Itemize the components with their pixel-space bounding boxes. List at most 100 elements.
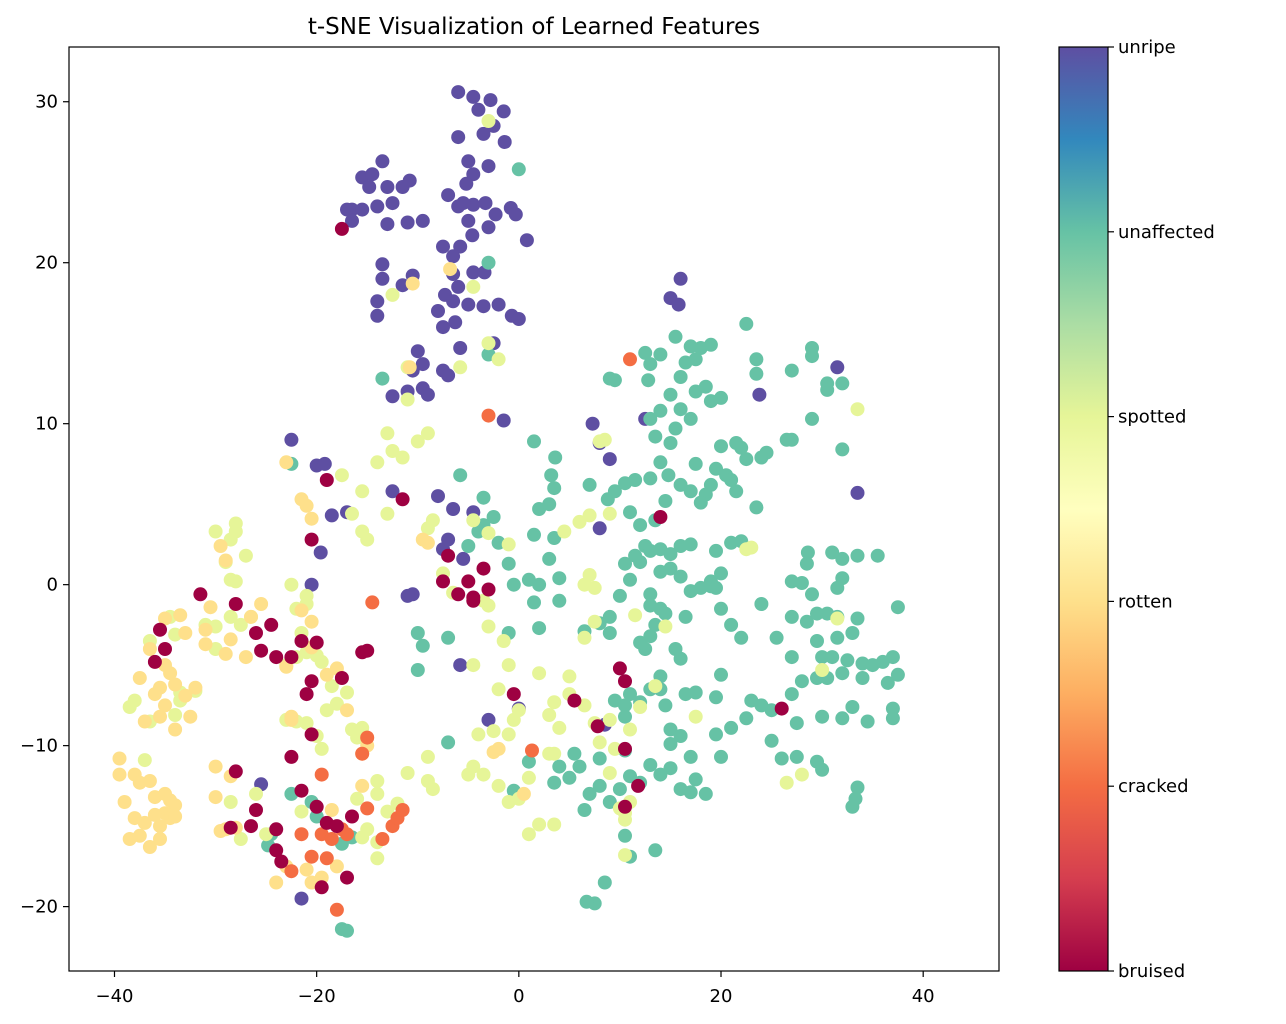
data-point-unaffected [784, 609, 799, 624]
data-point-unripe [284, 432, 299, 447]
data-point-spotted [501, 658, 516, 673]
data-point-unaffected [794, 674, 809, 689]
data-point-unaffected [855, 671, 870, 685]
data-point-unaffected [820, 382, 835, 397]
data-point-spotted [547, 817, 562, 832]
data-point-unripe [488, 207, 503, 222]
data-point-unaffected [683, 785, 698, 800]
data-point-spotted [542, 708, 557, 722]
data-point-unaffected [698, 786, 713, 801]
data-point-unaffected [714, 601, 728, 616]
data-point-cracked [314, 767, 329, 782]
data-point-spotted [380, 426, 395, 441]
data-point-rotten [405, 276, 420, 291]
data-point-unripe [478, 196, 493, 211]
data-point-spotted [587, 580, 602, 595]
data-point-unaffected [815, 650, 830, 665]
data-point-unaffected [653, 455, 668, 470]
data-point-rotten [163, 666, 178, 681]
data-point-unaffected [579, 894, 594, 909]
data-point-unripe [453, 341, 468, 355]
data-point-bruised [567, 693, 582, 708]
data-point-unaffected [683, 339, 698, 354]
data-point-unripe [375, 154, 390, 169]
data-point-unaffected [628, 548, 643, 563]
data-point-bruised [294, 783, 309, 798]
data-point-unripe [355, 202, 370, 217]
data-point-rotten [112, 767, 127, 782]
data-point-unripe [752, 387, 767, 402]
data-point-unaffected [544, 468, 559, 483]
data-point-spotted [547, 746, 562, 761]
data-point-unripe [375, 271, 390, 286]
data-point-unaffected [830, 630, 845, 645]
data-point-unaffected [683, 584, 698, 599]
data-point-unaffected [825, 650, 840, 665]
data-point-spotted [532, 817, 547, 832]
data-point-unaffected [532, 577, 547, 592]
data-point-unaffected [784, 687, 799, 702]
data-point-spotted [552, 720, 567, 735]
data-point-rotten [238, 650, 253, 665]
data-point-spotted [658, 619, 673, 634]
data-point-spotted [380, 804, 395, 819]
data-point-rotten [168, 798, 183, 813]
data-point-unaffected [688, 772, 703, 787]
data-point-rotten [127, 811, 142, 826]
data-point-unaffected [661, 468, 676, 483]
data-point-unripe [496, 104, 511, 119]
data-point-bruised [294, 634, 309, 648]
data-point-unaffected [547, 775, 562, 790]
data-point-spotted [481, 619, 496, 634]
data-point-unaffected [641, 373, 656, 388]
data-point-unaffected [800, 545, 815, 560]
data-point-rotten [208, 759, 223, 774]
data-point-unaffected [663, 547, 678, 562]
data-point-unaffected [633, 518, 648, 533]
data-point-unripe [850, 485, 865, 500]
data-point-unaffected [825, 545, 840, 560]
data-point-spotted [355, 484, 370, 499]
colorbar-label-bruised: bruised [1118, 961, 1185, 982]
data-point-rotten [420, 535, 435, 550]
data-point-unaffected [486, 510, 501, 524]
data-point-unaffected [602, 609, 617, 624]
plot-area-frame [68, 46, 1000, 972]
data-point-unaffected [830, 580, 845, 595]
data-point-unaffected [784, 363, 799, 378]
data-point-unaffected [410, 626, 425, 640]
data-point-spotted [466, 279, 481, 294]
data-point-unaffected [340, 923, 354, 938]
data-point-unaffected [527, 595, 541, 610]
data-point-unaffected [709, 690, 723, 705]
data-point-unripe [451, 279, 466, 294]
data-point-bruised [481, 582, 496, 597]
colorbar [1058, 46, 1109, 972]
data-point-unaffected [769, 630, 784, 645]
data-point-unripe [415, 357, 430, 372]
data-point-unaffected [810, 606, 824, 621]
data-point-spotted [228, 524, 243, 539]
data-point-unaffected [653, 403, 668, 418]
data-point-unaffected [527, 527, 541, 542]
data-point-unaffected [784, 650, 799, 665]
data-point-unaffected [592, 751, 607, 766]
data-point-unripe [415, 213, 430, 228]
data-point-unripe [340, 202, 354, 217]
data-point-unaffected [618, 698, 632, 713]
data-point-rotten [168, 809, 183, 824]
data-point-unaffected [870, 548, 885, 563]
colorbar-label-rotten: rotten [1118, 591, 1173, 612]
data-point-unaffected [643, 598, 658, 613]
data-point-rotten [188, 680, 203, 695]
data-point-unripe [671, 297, 686, 312]
data-point-spotted [314, 741, 329, 756]
data-point-unripe [400, 588, 415, 603]
data-point-unaffected [840, 653, 855, 668]
data-point-spotted [607, 741, 622, 756]
data-point-rotten [153, 832, 167, 846]
data-point-unripe [446, 249, 461, 264]
data-point-spotted [587, 614, 602, 629]
data-point-unaffected [638, 345, 653, 360]
data-point-spotted [299, 588, 314, 603]
